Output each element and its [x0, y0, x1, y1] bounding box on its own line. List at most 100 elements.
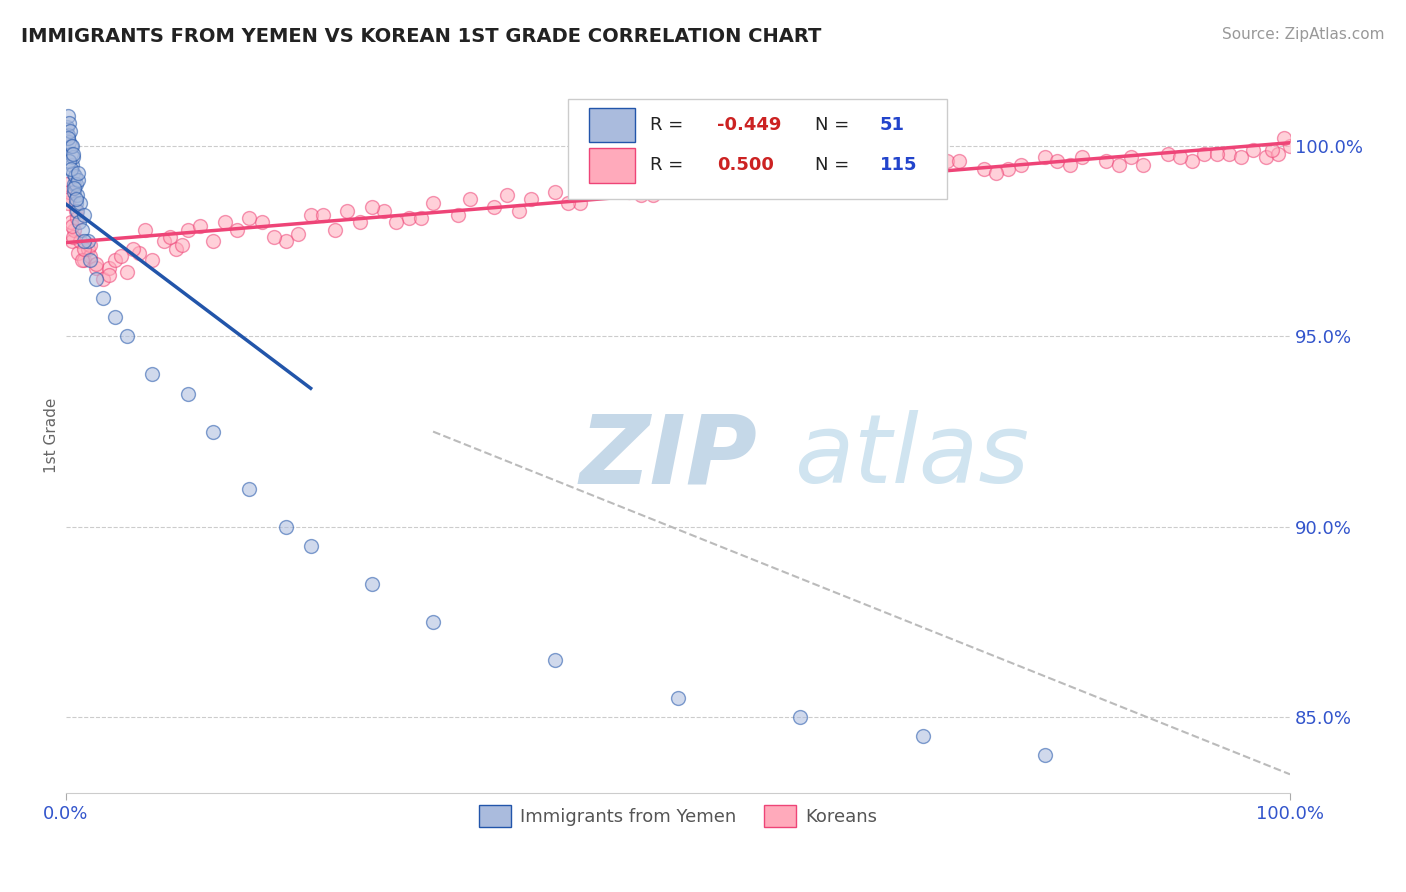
- Text: R =: R =: [650, 116, 683, 134]
- Point: [58, 131, 80, 145]
- Point: [666, 691, 689, 706]
- Point: [924, 158, 946, 172]
- Point: [91, 272, 114, 286]
- Point: [62, 166, 84, 180]
- Point: [56, 120, 79, 134]
- Point: [630, 188, 652, 202]
- Y-axis label: 1st Grade: 1st Grade: [44, 398, 59, 473]
- Point: [79, 253, 101, 268]
- Legend: Immigrants from Yemen, Koreans: Immigrants from Yemen, Koreans: [471, 798, 884, 834]
- Point: [73, 208, 96, 222]
- Point: [323, 223, 346, 237]
- Point: [62, 146, 84, 161]
- Point: [692, 181, 714, 195]
- Point: [65, 177, 87, 191]
- Point: [122, 242, 145, 256]
- Point: [336, 203, 359, 218]
- Point: [97, 268, 120, 283]
- Point: [70, 253, 93, 268]
- Point: [814, 161, 837, 176]
- Point: [1156, 146, 1178, 161]
- Point: [128, 245, 150, 260]
- Point: [66, 203, 89, 218]
- Point: [250, 215, 273, 229]
- Point: [1241, 143, 1264, 157]
- Point: [276, 234, 298, 248]
- Point: [1205, 146, 1227, 161]
- Text: R =: R =: [650, 156, 683, 175]
- Point: [70, 223, 93, 237]
- Point: [104, 253, 127, 268]
- Point: [63, 185, 86, 199]
- Point: [115, 265, 138, 279]
- Point: [263, 230, 285, 244]
- Point: [446, 208, 468, 222]
- Point: [65, 196, 87, 211]
- Point: [458, 192, 481, 206]
- Point: [911, 166, 934, 180]
- Point: [948, 154, 970, 169]
- Point: [73, 242, 96, 256]
- Point: [1181, 154, 1204, 169]
- Point: [60, 139, 83, 153]
- Point: [973, 161, 995, 176]
- Point: [299, 539, 322, 553]
- Point: [936, 154, 959, 169]
- Text: 51: 51: [880, 116, 905, 134]
- Point: [1119, 150, 1142, 164]
- Point: [141, 253, 163, 268]
- Point: [59, 161, 82, 176]
- Point: [69, 196, 91, 211]
- Point: [134, 223, 156, 237]
- Point: [752, 177, 775, 191]
- Point: [152, 234, 174, 248]
- Point: [238, 482, 260, 496]
- Point: [1260, 143, 1282, 157]
- Point: [508, 203, 530, 218]
- Point: [60, 219, 83, 233]
- Point: [360, 200, 382, 214]
- Point: [165, 242, 187, 256]
- Point: [789, 177, 811, 191]
- Point: [1254, 150, 1277, 164]
- Point: [115, 329, 138, 343]
- Text: 115: 115: [880, 156, 917, 175]
- Point: [58, 128, 80, 142]
- Point: [1059, 158, 1081, 172]
- Point: [56, 177, 79, 191]
- Point: [986, 166, 1008, 180]
- Point: [58, 192, 80, 206]
- Point: [69, 234, 91, 248]
- Point: [520, 192, 543, 206]
- Point: [76, 242, 98, 256]
- Point: [385, 215, 408, 229]
- Point: [58, 135, 80, 149]
- Point: [495, 188, 517, 202]
- Text: 0.500: 0.500: [717, 156, 773, 175]
- Point: [79, 249, 101, 263]
- Text: Source: ZipAtlas.com: Source: ZipAtlas.com: [1222, 27, 1385, 42]
- Point: [862, 161, 884, 176]
- Point: [679, 173, 702, 187]
- Point: [67, 245, 90, 260]
- Point: [740, 177, 762, 191]
- Point: [86, 257, 108, 271]
- Point: [1070, 150, 1092, 164]
- Point: [1046, 154, 1069, 169]
- Point: [201, 234, 224, 248]
- Point: [287, 227, 309, 241]
- Point: [312, 208, 335, 222]
- Point: [1168, 150, 1191, 164]
- Point: [276, 520, 298, 534]
- Point: [65, 203, 87, 218]
- Point: [67, 173, 90, 187]
- Point: [997, 161, 1019, 176]
- Point: [728, 173, 751, 187]
- Point: [544, 653, 567, 667]
- Point: [104, 310, 127, 325]
- Point: [851, 169, 873, 184]
- Point: [172, 238, 194, 252]
- Point: [73, 234, 96, 248]
- Point: [557, 196, 579, 211]
- Point: [1230, 150, 1253, 164]
